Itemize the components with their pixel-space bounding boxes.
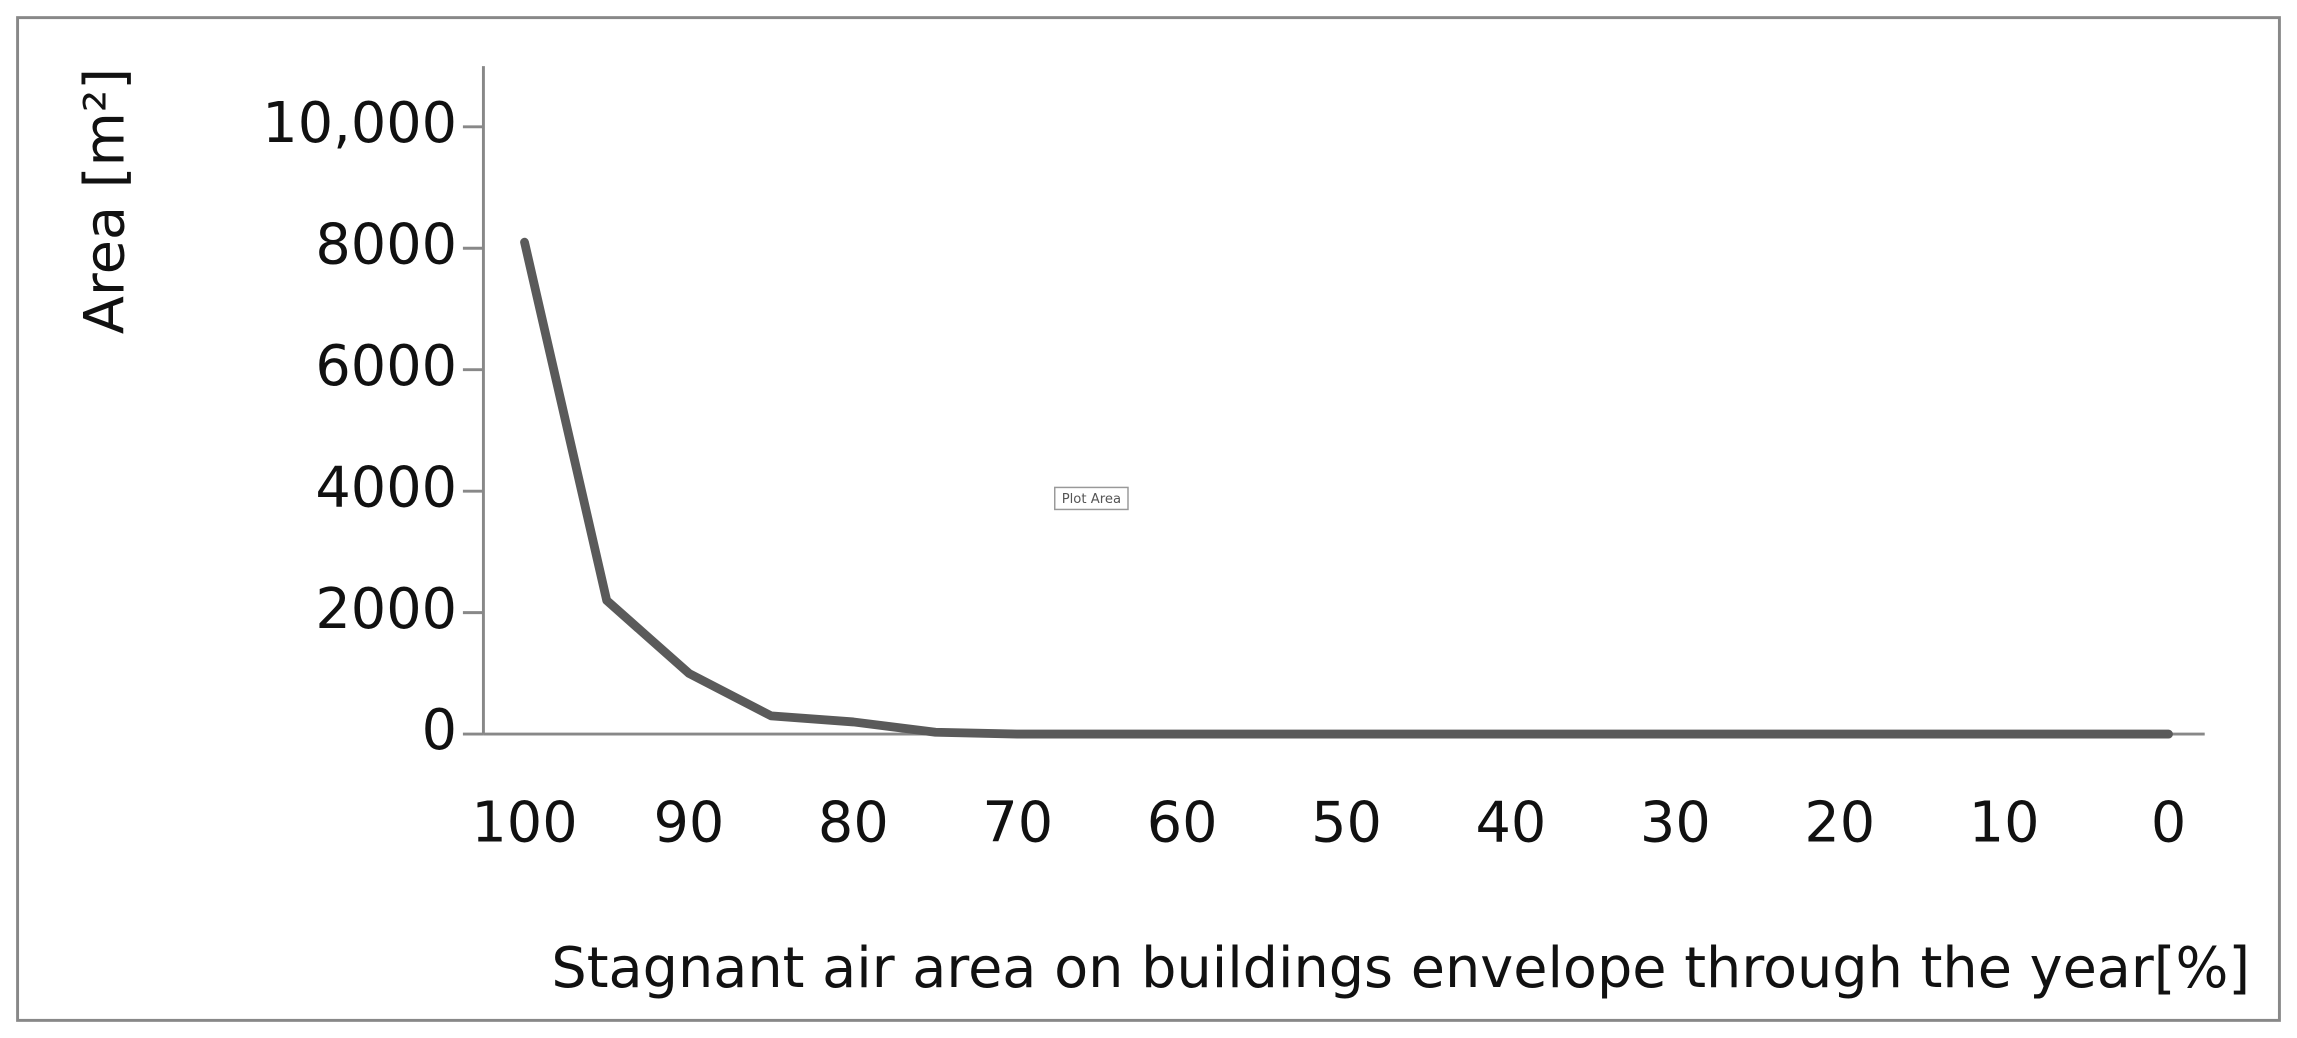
chart-frame bbox=[16, 16, 2281, 1022]
x-tick-label: 50 bbox=[1311, 791, 1382, 856]
x-tick-label: 10 bbox=[1969, 791, 2040, 856]
y-tick-label: 6000 bbox=[315, 334, 457, 399]
x-tick-label: 90 bbox=[654, 791, 725, 856]
plot-area-tag bbox=[1054, 486, 1129, 511]
x-tick-label: 20 bbox=[1804, 791, 1875, 856]
x-tick-label: 70 bbox=[982, 791, 1053, 856]
y-axis-title: Area [m²] bbox=[73, 68, 138, 334]
x-tick-label: 60 bbox=[1147, 791, 1218, 856]
x-tick-label: 80 bbox=[818, 791, 889, 856]
x-tick-label: 100 bbox=[471, 791, 577, 856]
x-tick-label: 30 bbox=[1640, 791, 1711, 856]
y-tick-label: 2000 bbox=[315, 577, 457, 642]
x-tick-label: 40 bbox=[1476, 791, 1547, 856]
y-tick-label: 4000 bbox=[315, 455, 457, 520]
annotation: Plot Area bbox=[1062, 492, 1121, 507]
y-tick-label: 10,000 bbox=[262, 91, 457, 156]
y-tick-label: 8000 bbox=[315, 212, 457, 277]
data-line bbox=[520, 237, 2173, 739]
y-tick-label: 0 bbox=[422, 698, 457, 763]
x-axis-title: Stagnant air area on buildings envelope … bbox=[551, 936, 2250, 1001]
x-tick-label: 0 bbox=[2151, 791, 2186, 856]
